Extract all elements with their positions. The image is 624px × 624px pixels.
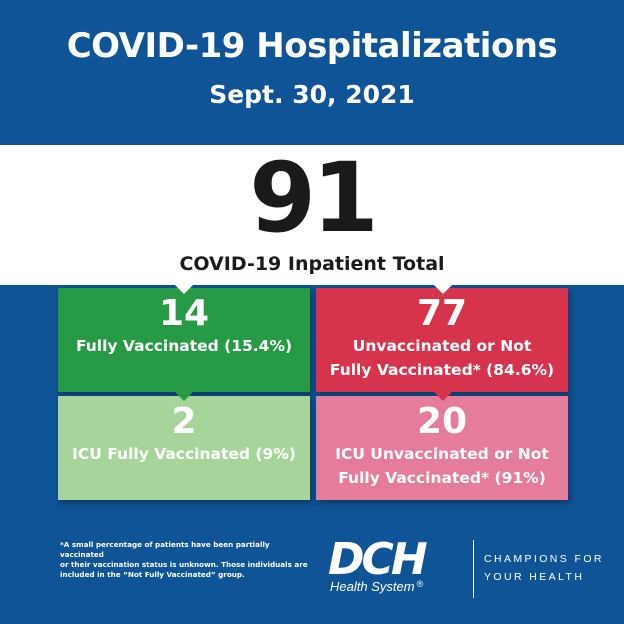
- pointer-notch-icu-left: [175, 392, 193, 401]
- inpatient-total-label: COVID-19 Inpatient Total: [179, 253, 445, 275]
- dch-logo-wordmark: DCH: [328, 534, 428, 585]
- icu-unvaccinated-box: 20 ICU Unvaccinated or Not Fully Vaccina…: [316, 396, 568, 500]
- footnote-line3: included in the “Not Fully Vaccinated” g…: [60, 570, 245, 579]
- pointer-notch-left: [175, 285, 193, 294]
- icu-fully-vaccinated-count: 2: [171, 401, 197, 442]
- pointer-notch-icu-right: [434, 392, 452, 401]
- registered-mark-icon: ®: [416, 579, 424, 589]
- pointer-notch-right: [434, 285, 452, 294]
- footnote-line2: or their vaccination status is unknown. …: [60, 560, 308, 569]
- tagline: CHAMPIONS FOR YOUR HEALTH: [484, 550, 604, 586]
- fully-vaccinated-count: 14: [158, 293, 210, 334]
- dch-logo: DCH Health System ®: [328, 534, 468, 594]
- page-title: COVID-19 Hospitalizations: [66, 26, 558, 66]
- footnote: *A small percentage of patients have bee…: [60, 540, 310, 580]
- icu-fully-vaccinated-box: 2 ICU Fully Vaccinated (9%): [58, 396, 310, 500]
- icu-fully-vaccinated-label: ICU Fully Vaccinated (9%): [72, 445, 296, 463]
- icu-unvaccinated-label-line2: Fully Vaccinated* (91%): [338, 469, 546, 487]
- logo-subtitle-text: Health System: [330, 579, 415, 594]
- tagline-line2: YOUR HEALTH: [484, 571, 585, 583]
- footnote-line1: *A small percentage of patients have bee…: [60, 540, 270, 559]
- unvaccinated-label-line2: Fully Vaccinated* (84.6%): [329, 361, 555, 379]
- unvaccinated-label-line1: Unvaccinated or Not: [352, 337, 532, 355]
- tagline-line1: CHAMPIONS FOR: [484, 553, 604, 565]
- unvaccinated-box: 77 Unvaccinated or Not Fully Vaccinated*…: [316, 288, 568, 392]
- icu-unvaccinated-count: 20: [416, 401, 468, 442]
- fully-vaccinated-box: 14 Fully Vaccinated (15.4%): [58, 288, 310, 392]
- total-panel: [0, 145, 624, 285]
- icu-unvaccinated-label-line1: ICU Unvaccinated or Not: [335, 445, 549, 463]
- report-date: Sept. 30, 2021: [209, 80, 415, 109]
- unvaccinated-count: 77: [416, 293, 468, 334]
- fully-vaccinated-label: Fully Vaccinated (15.4%): [75, 337, 293, 355]
- inpatient-total-value: 91: [249, 142, 379, 254]
- logo-divider: [473, 540, 474, 598]
- dch-logo-subtitle: Health System ®: [330, 579, 423, 594]
